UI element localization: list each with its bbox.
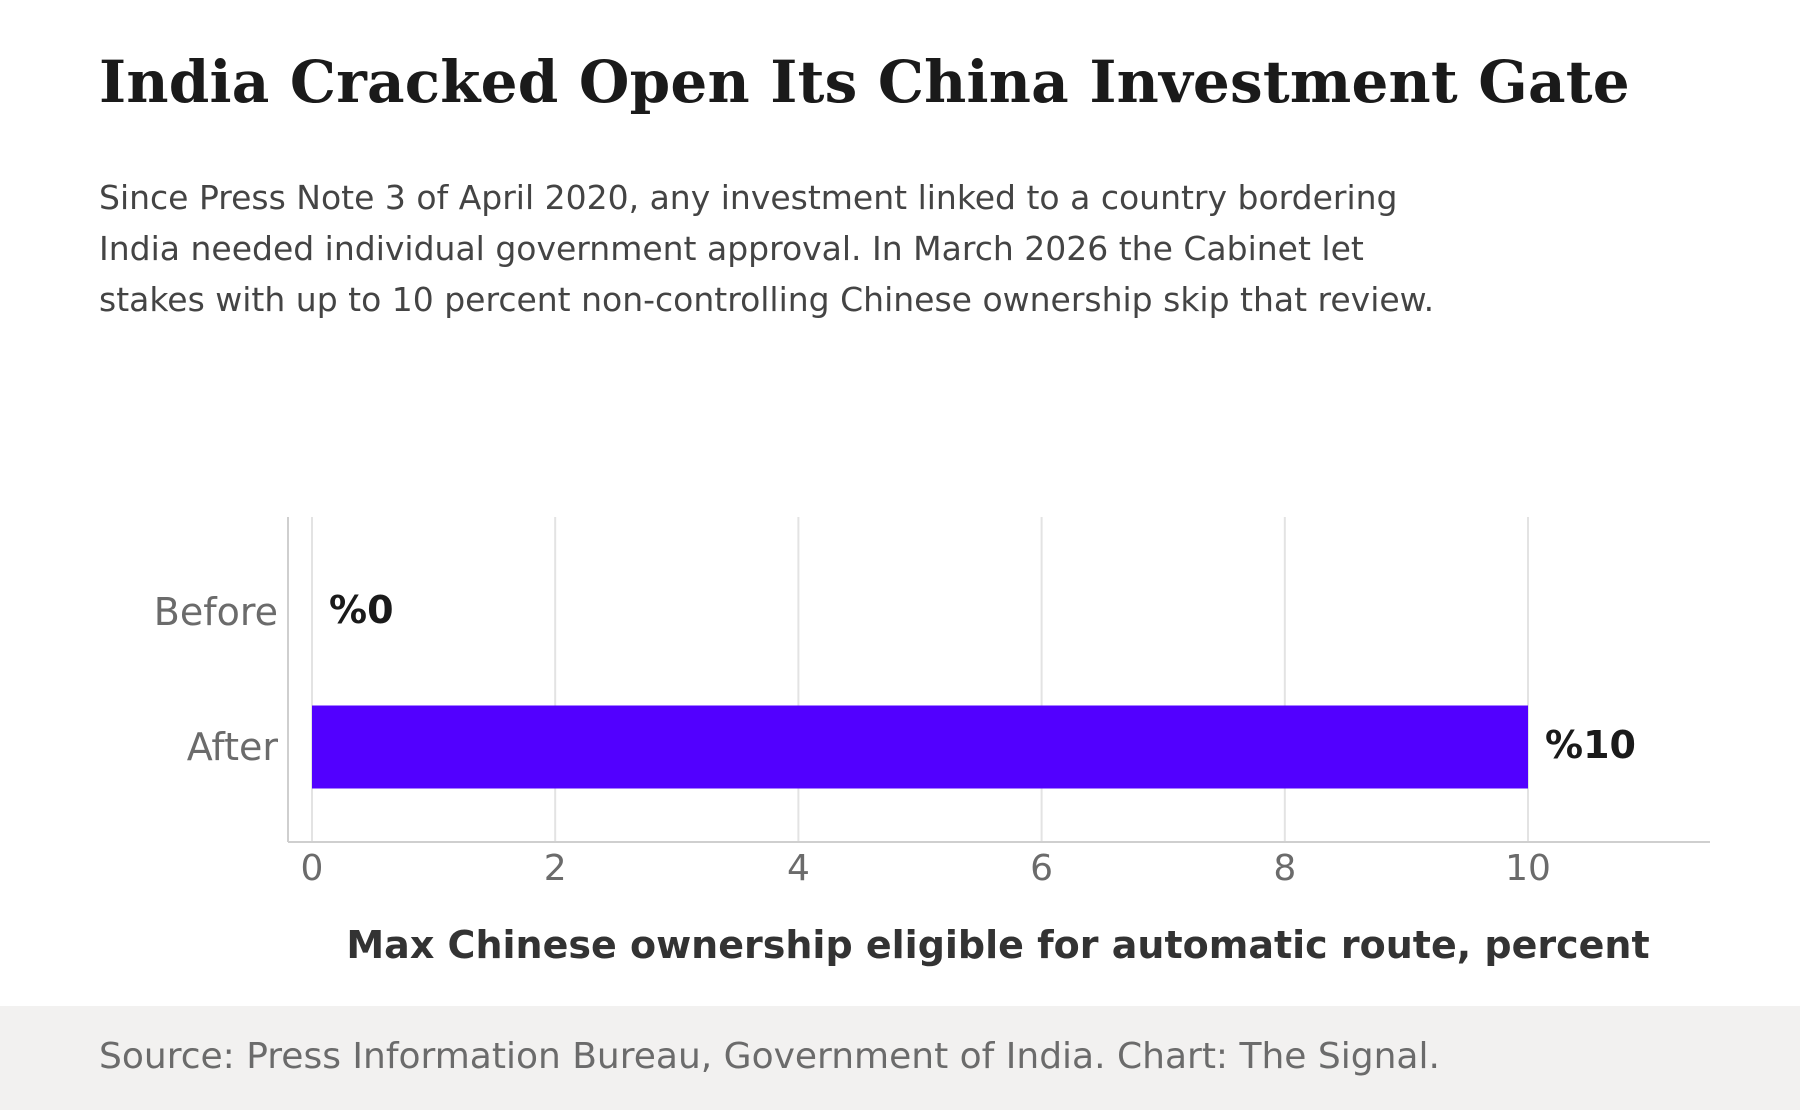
bars (312, 705, 1528, 789)
x-tick-labels: 0 2 4 6 8 10 (301, 848, 1551, 889)
bar-after (312, 705, 1528, 789)
data-label-after: %10 (1545, 723, 1636, 767)
x-tick-label-10: 10 (1505, 848, 1551, 889)
x-tick-label-2: 2 (544, 848, 567, 889)
gridlines (311, 517, 1529, 842)
footer: Source: Press Information Bureau, Govern… (0, 1006, 1800, 1110)
x-tick-label-8: 8 (1273, 848, 1296, 889)
data-label-before: %0 (329, 588, 394, 632)
category-label-before: Before (154, 590, 278, 634)
category-label-after: After (187, 725, 279, 769)
x-tick-label-4: 4 (787, 848, 810, 889)
x-axis-title: Max Chinese ownership eligible for autom… (346, 923, 1649, 967)
x-tick-label-6: 6 (1030, 848, 1053, 889)
category-labels: Before After (154, 590, 279, 769)
source-note: Source: Press Information Bureau, Govern… (99, 1036, 1440, 1077)
x-tick-label-0: 0 (301, 848, 324, 889)
data-labels: %0 %10 (329, 588, 1636, 767)
chart-subtitle: Since Press Note 3 of April 2020, any in… (99, 178, 1435, 319)
chart-title: India Cracked Open Its China Investment … (99, 48, 1630, 116)
bar-chart: %0 %10 Before After 0 2 4 6 8 10 Max Chinese ow… (154, 517, 1710, 967)
